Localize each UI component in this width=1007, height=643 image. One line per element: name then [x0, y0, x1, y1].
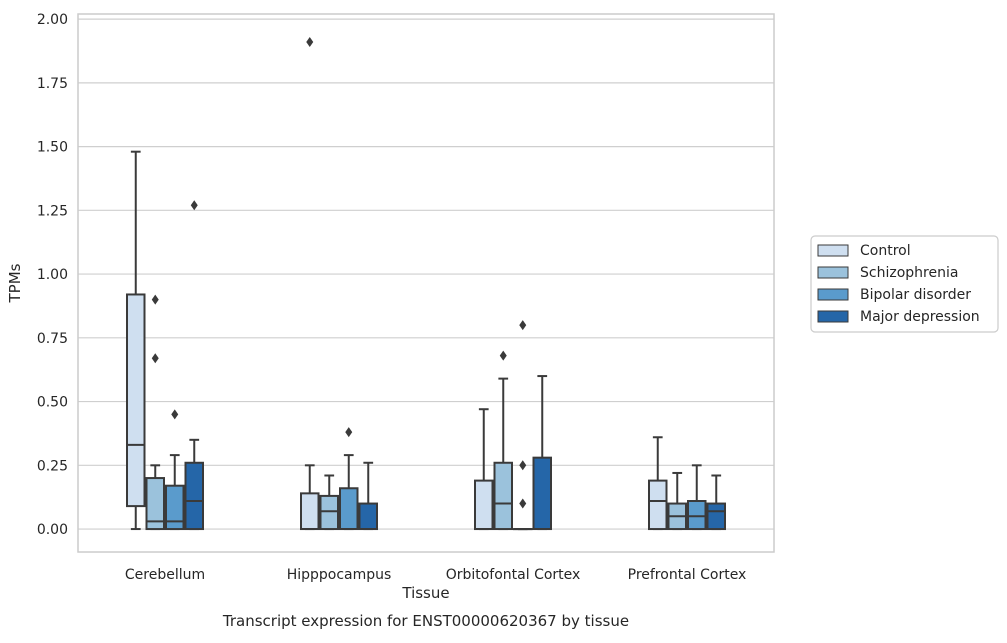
box-body	[495, 463, 513, 529]
box-1-1	[321, 476, 339, 530]
outlier-point	[306, 37, 313, 47]
y-tick-label: 0.00	[37, 522, 68, 538]
outlier-point	[152, 295, 159, 305]
legend-label: Major depression	[860, 309, 980, 325]
outlier-point	[519, 460, 526, 470]
x-tick-label: Hipppocampus	[287, 567, 392, 583]
box-body	[688, 501, 706, 529]
x-tick-label: Orbitofontal Cortex	[446, 567, 581, 583]
y-tick-label: 1.25	[37, 203, 68, 219]
y-tick-label: 0.25	[37, 458, 68, 474]
box-0-1	[147, 295, 165, 529]
x-tick-label: Prefrontal Cortex	[628, 567, 747, 583]
box-0-2	[166, 409, 184, 529]
plot-frame	[78, 14, 774, 552]
box-body	[475, 481, 493, 529]
y-tick-label: 0.75	[37, 331, 68, 347]
box-body	[186, 463, 204, 529]
box-body	[649, 481, 667, 529]
legend-swatch	[818, 311, 848, 322]
legend-swatch	[818, 289, 848, 300]
box-2-2	[514, 320, 532, 529]
grid-layer	[78, 19, 774, 529]
box-3-1	[669, 473, 687, 529]
box-body	[340, 488, 358, 529]
y-tick-label: 1.50	[37, 140, 68, 156]
legend-swatch	[818, 267, 848, 278]
y-tick-label: 1.75	[37, 76, 68, 92]
outlier-point	[345, 427, 352, 437]
box-layer	[127, 37, 725, 529]
box-body	[166, 486, 184, 529]
box-body	[321, 496, 339, 529]
box-2-1	[495, 351, 513, 529]
box-0-0	[127, 152, 145, 529]
outlier-point	[500, 351, 507, 361]
legend: Control Schizophrenia Bipolar disorder Majo…	[811, 236, 998, 332]
outlier-point	[152, 353, 159, 363]
chart-title: Transcript expression for ENST0000062036…	[222, 612, 629, 630]
outlier-point	[191, 200, 198, 210]
y-axis-title: TPMs	[6, 263, 24, 303]
box-2-0	[475, 409, 493, 529]
box-3-3	[708, 476, 726, 530]
box-body	[360, 504, 378, 529]
y-tick-label: 2.00	[37, 12, 68, 28]
y-tick-label: 1.00	[37, 267, 68, 283]
outlier-point	[519, 320, 526, 330]
box-2-3	[534, 376, 552, 529]
box-body	[301, 493, 319, 529]
box-1-3	[360, 463, 378, 529]
box-body	[534, 458, 552, 529]
legend-swatch	[818, 245, 848, 256]
legend-label: Schizophrenia	[860, 265, 958, 281]
box-1-0	[301, 37, 319, 529]
box-3-2	[688, 465, 706, 529]
box-3-0	[649, 437, 667, 529]
y-tick-label: 0.50	[37, 395, 68, 411]
box-body	[708, 504, 726, 529]
legend-label: Bipolar disorder	[860, 287, 971, 303]
x-tick-label: Cerebellum	[125, 567, 205, 583]
outlier-point	[519, 499, 526, 509]
box-body	[127, 294, 145, 506]
outlier-point	[171, 409, 178, 419]
legend-label: Control	[860, 243, 911, 259]
x-axis-title: Tissue	[401, 584, 449, 602]
box-1-2	[340, 427, 358, 529]
box-0-3	[186, 200, 204, 529]
